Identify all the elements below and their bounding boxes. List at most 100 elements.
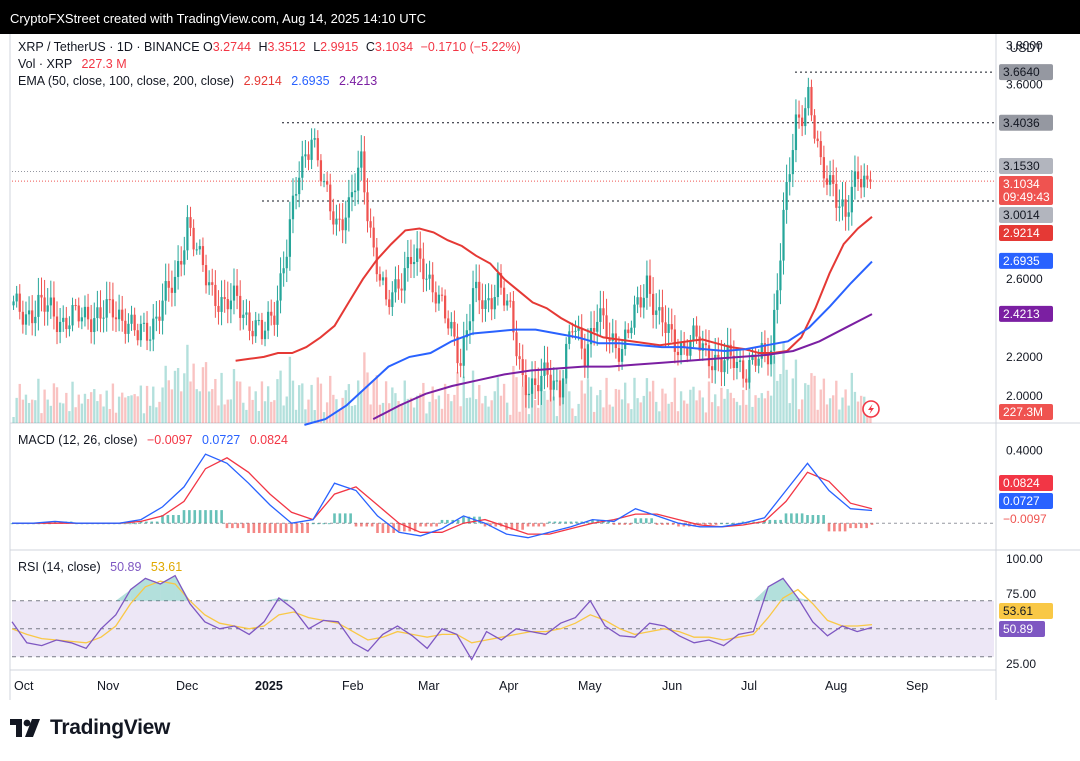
time-tick-label: May — [578, 679, 602, 693]
volume-bar — [301, 383, 304, 423]
candle-body — [229, 300, 232, 310]
candle-body — [769, 350, 773, 365]
macd-hist-bar — [693, 523, 696, 527]
ema-legend-label: EMA (50, close, 100, close, 200, close) — [18, 74, 234, 88]
macd-hist-bar — [870, 523, 874, 525]
candle-body — [614, 333, 617, 349]
price-change: −0.1710 (−5.22%) — [421, 40, 521, 54]
macd-hist-bar — [198, 510, 202, 524]
volume-bar — [707, 381, 711, 423]
macd-hist-bar — [290, 523, 293, 534]
candle-body — [15, 293, 18, 302]
macd-hist-bar — [220, 510, 223, 524]
volume-bar — [655, 401, 658, 423]
rsi-overbought-fill — [130, 578, 146, 601]
volume-bar — [127, 396, 130, 423]
candle-body — [192, 227, 195, 250]
candle-body — [586, 344, 590, 367]
candle-body — [139, 323, 142, 341]
price-tag-ema50-bg — [999, 225, 1053, 241]
candle-body — [642, 297, 645, 308]
candle-body — [189, 217, 192, 228]
volume-bar — [791, 378, 795, 423]
candle-body — [527, 393, 531, 396]
volume-bar — [661, 388, 664, 423]
candle-body — [658, 307, 661, 311]
volume-bar — [701, 397, 704, 423]
volume-bar — [782, 342, 785, 423]
macd-line-value: 0.0727 — [202, 433, 240, 447]
candle-body — [540, 375, 543, 392]
candle-body — [825, 178, 829, 185]
price-tag-high: 3.1530 — [1003, 159, 1040, 173]
candle-body — [254, 320, 257, 337]
candle-body — [673, 329, 676, 352]
volume-bar — [74, 407, 77, 423]
volume-bar — [565, 370, 568, 423]
candle-body — [549, 374, 552, 390]
volume-bar — [580, 380, 583, 423]
candle-body — [164, 281, 167, 301]
volume-bar — [27, 402, 31, 423]
volume-legend-label: Vol · XRP — [18, 57, 72, 71]
tradingview-logo[interactable]: TradingView — [10, 716, 170, 740]
candle-body — [366, 192, 369, 222]
volume-bar — [810, 373, 813, 423]
volume-bar — [18, 383, 21, 423]
volume-bar — [158, 401, 161, 423]
candle-body — [788, 174, 791, 182]
macd-hist-bar — [714, 523, 718, 525]
macd-hist-bar — [365, 523, 369, 527]
volume-bar — [769, 395, 773, 423]
candle-body — [71, 305, 74, 326]
candle-body — [701, 343, 704, 351]
lightning-icon[interactable] — [862, 400, 880, 418]
candle-body — [124, 320, 127, 334]
volume-bar — [65, 392, 68, 423]
volume-bar — [31, 399, 34, 423]
candle-body — [869, 179, 872, 182]
rsi-overbought-fill — [797, 598, 813, 601]
candle-body — [670, 324, 673, 330]
candle-body — [86, 306, 90, 320]
candle-body — [142, 322, 146, 324]
macd-hist-bar — [623, 523, 627, 525]
volume-bar — [117, 396, 121, 423]
price-legend: XRP / TetherUS · 1D · BINANCE O3.2744 H3… — [18, 40, 521, 88]
candle-body — [96, 307, 99, 319]
macd-hist-bar — [833, 523, 836, 532]
volume-bar — [586, 379, 590, 423]
candle-body — [832, 175, 835, 184]
macd-hist-bar — [343, 513, 347, 524]
volume-bar — [338, 410, 341, 423]
volume-bar — [319, 383, 323, 423]
macd-hist-bar — [440, 519, 444, 524]
candle-body — [655, 310, 658, 315]
currency-label[interactable]: USDT — [1010, 41, 1043, 55]
candle-body — [223, 297, 226, 300]
volume-bar — [571, 408, 574, 423]
volume-bar — [201, 367, 205, 423]
candle-body — [93, 318, 96, 333]
candle-body — [853, 171, 857, 187]
price-tick-label: 3.6000 — [1006, 78, 1043, 92]
candle-body — [52, 297, 56, 317]
candle-body — [279, 273, 282, 301]
macd-hist-bar — [166, 515, 170, 524]
volume-bar — [841, 397, 844, 423]
candle-body — [388, 299, 391, 308]
volume-bar — [266, 386, 270, 423]
candle-body — [260, 319, 264, 340]
candle-body — [695, 325, 698, 337]
candle-body — [158, 316, 161, 321]
macd-hist-bar — [241, 523, 245, 529]
candle-body — [648, 275, 652, 294]
time-tick-label: 2025 — [255, 679, 283, 693]
macd-hist-bar — [327, 523, 331, 525]
volume-bar — [732, 398, 736, 423]
volume-bar — [68, 411, 71, 423]
candle-body — [270, 311, 273, 316]
volume-bar — [43, 389, 46, 423]
volume-bar — [304, 409, 307, 423]
